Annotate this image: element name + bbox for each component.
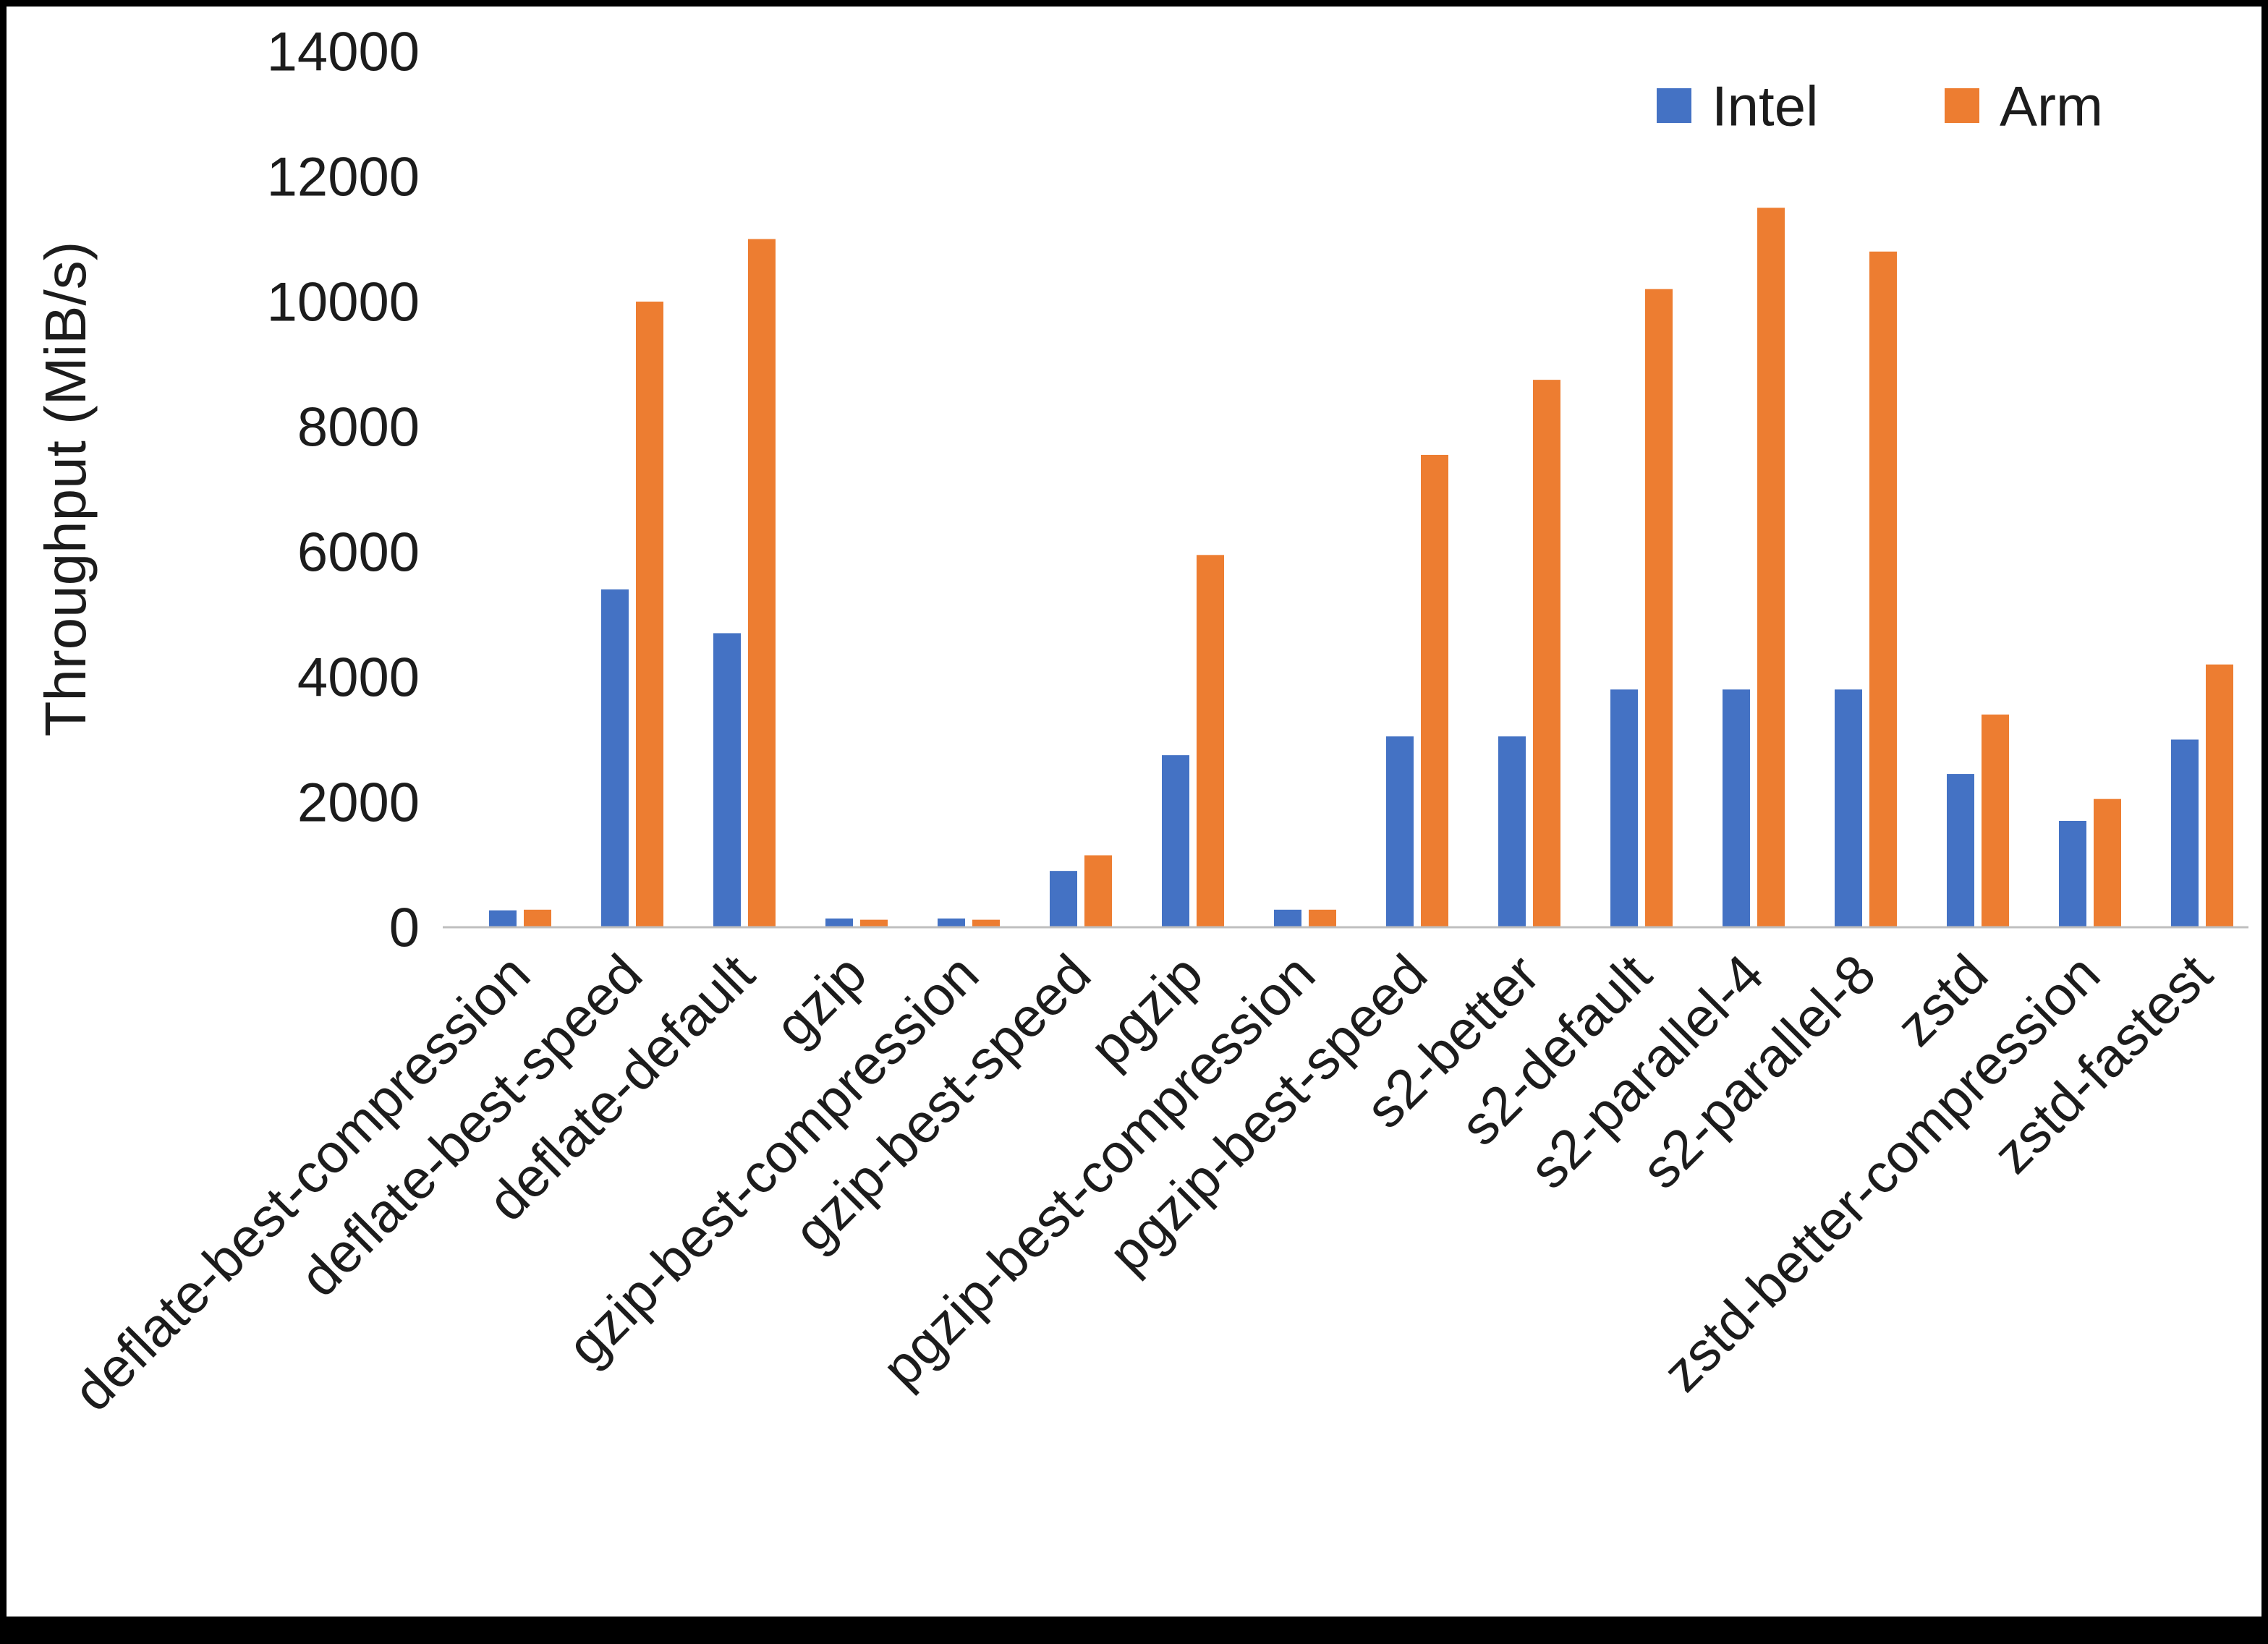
bars-group: [489, 208, 2233, 927]
bar-intel-deflate-best-compression: [489, 910, 517, 927]
bar-intel-deflate-default: [713, 633, 741, 927]
y-axis-tick-labels: 0 2000 4000 6000 8000 10000 12000 14000: [267, 22, 420, 959]
y-tick-label: 2000: [297, 772, 420, 834]
y-tick-label: 4000: [297, 647, 420, 709]
legend-label-arm: Arm: [2000, 74, 2103, 137]
y-tick-label: 12000: [267, 147, 420, 208]
bar-intel-s2-better: [1498, 736, 1526, 927]
bar-intel-deflate-best-speed: [601, 589, 629, 927]
bar-intel-zstd: [1947, 774, 1974, 927]
bar-arm-s2-default: [1645, 289, 1673, 927]
bar-intel-gzip: [825, 918, 853, 927]
bar-arm-pgzip-best-compression: [1309, 909, 1336, 927]
bar-arm-pgzip: [1197, 555, 1224, 927]
bar-intel-pgzip-best-compression: [1274, 909, 1301, 927]
y-axis-title: Throughput (MiB/s): [33, 242, 98, 737]
bar-intel-zstd-fastest: [2171, 739, 2199, 927]
frame-border-left: [0, 0, 7, 1644]
x-axis-label: deflate-best-compression: [62, 943, 542, 1423]
legend-swatch-arm: [1945, 88, 1979, 123]
bar-arm-gzip: [860, 919, 888, 927]
bar-arm-deflate-best-compression: [524, 909, 551, 927]
frame-border-top: [0, 0, 2268, 7]
bar-intel-zstd-better-compression: [2059, 820, 2086, 927]
bar-arm-s2-parallel-4: [1757, 208, 1785, 927]
bar-arm-s2-parallel-8: [1869, 251, 1897, 927]
legend-swatch-intel: [1657, 88, 1691, 123]
legend: Intel Arm: [1657, 74, 2103, 137]
bar-intel-pgzip-best-speed: [1386, 736, 1414, 927]
bar-arm-deflate-best-speed: [636, 302, 663, 927]
y-tick-label: 14000: [267, 22, 420, 83]
bar-intel-s2-parallel-4: [1723, 689, 1750, 927]
frame-border-bottom: [0, 1617, 2268, 1644]
bar-arm-gzip-best-speed: [1084, 855, 1112, 927]
bar-arm-deflate-default: [748, 239, 776, 927]
bar-intel-s2-default: [1610, 689, 1638, 927]
bar-arm-s2-better: [1533, 380, 1560, 927]
bar-intel-pgzip: [1162, 755, 1189, 927]
bar-intel-gzip-best-speed: [1050, 871, 1077, 927]
bar-arm-zstd-fastest: [2206, 664, 2233, 927]
frame-border-right: [2261, 0, 2268, 1644]
y-tick-label: 6000: [297, 522, 420, 584]
x-axis-labels: deflate-best-compressiondeflate-best-spe…: [62, 943, 2224, 1423]
legend-label-intel: Intel: [1712, 74, 1818, 137]
y-tick-label: 10000: [267, 272, 420, 333]
bar-arm-zstd-better-compression: [2094, 798, 2121, 927]
bar-arm-gzip-best-compression: [972, 919, 1000, 927]
bar-intel-s2-parallel-8: [1835, 689, 1862, 927]
bar-arm-zstd: [1982, 714, 2009, 927]
bar-arm-pgzip-best-speed: [1421, 454, 1448, 927]
bar-intel-gzip-best-compression: [938, 918, 965, 927]
y-tick-label: 8000: [297, 397, 420, 459]
y-tick-label: 0: [389, 898, 420, 959]
